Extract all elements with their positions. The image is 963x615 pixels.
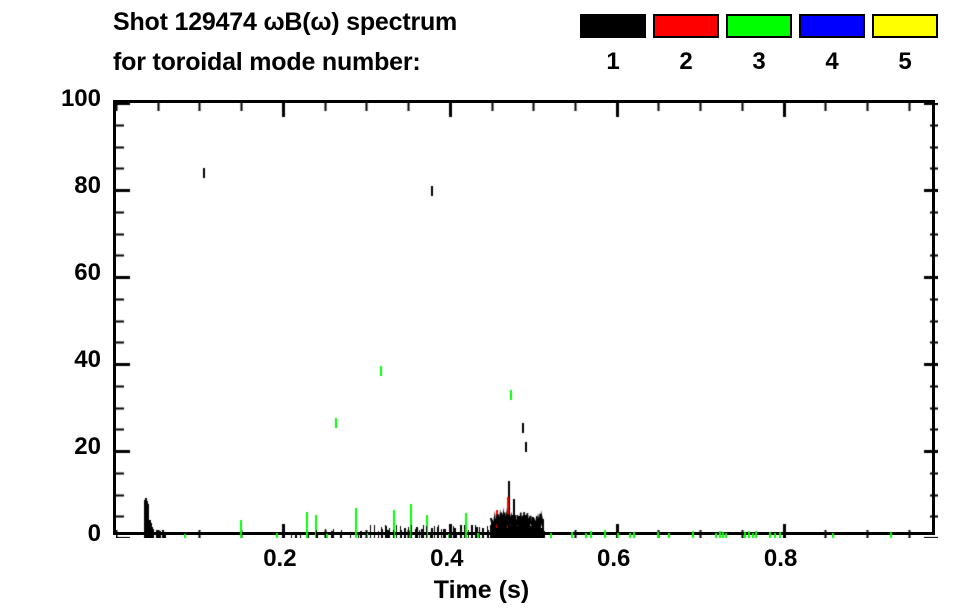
legend-item-mode-5: 5 xyxy=(872,14,940,86)
x-tick-label-0.2: 0.2 xyxy=(263,545,297,572)
x-tick-label-0.8: 0.8 xyxy=(763,545,798,572)
legend-swatch-mode-2 xyxy=(653,14,719,38)
plot-title-line-2: for toroidal mode number: xyxy=(113,48,421,76)
x-tick-label-0.6: 0.6 xyxy=(597,545,631,572)
y-tick-label-20: 20 xyxy=(74,433,101,460)
y-tick-label-80: 80 xyxy=(74,172,101,199)
legend-label-mode-1: 1 xyxy=(606,48,620,75)
spectrum-canvas xyxy=(116,103,938,538)
x-tick-label-0.4: 0.4 xyxy=(430,545,464,572)
legend-item-mode-3: 3 xyxy=(726,14,794,86)
legend-label-mode-2: 2 xyxy=(679,48,693,75)
y-tick-label-100: 100 xyxy=(60,85,101,112)
y-tick-label-0: 0 xyxy=(87,520,101,547)
legend-item-mode-4: 4 xyxy=(799,14,867,86)
plot-frame xyxy=(113,100,938,538)
legend-swatch-mode-3 xyxy=(726,14,792,38)
y-tick-label-40: 40 xyxy=(74,346,101,373)
legend-item-mode-1: 1 xyxy=(580,14,648,86)
legend-label-mode-3: 3 xyxy=(752,48,766,75)
legend-label-mode-4: 4 xyxy=(825,48,839,75)
legend-swatch-mode-5 xyxy=(872,14,938,38)
plot-title-line-1: Shot 129474 ωB(ω) spectrum xyxy=(113,8,458,36)
y-tick-label-60: 60 xyxy=(74,259,101,286)
legend-item-mode-2: 2 xyxy=(653,14,721,86)
x-axis-title: Time (s) xyxy=(433,576,530,604)
mode-legend: 1 2 3 4 5 xyxy=(580,14,950,86)
legend-swatch-mode-4 xyxy=(799,14,865,38)
legend-label-mode-5: 5 xyxy=(898,48,912,75)
legend-swatch-mode-1 xyxy=(580,14,646,38)
